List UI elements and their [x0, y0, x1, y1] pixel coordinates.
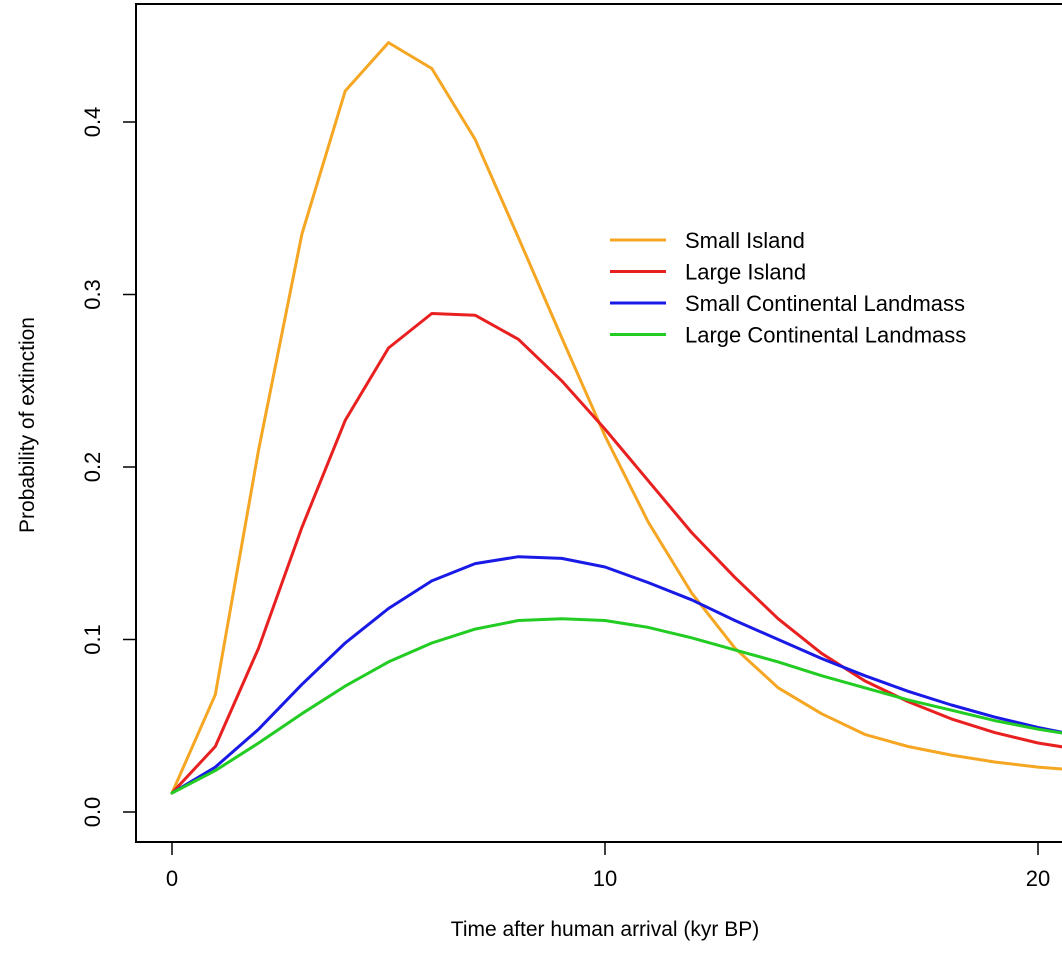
legend-label-0: Small Island — [685, 228, 805, 253]
x-axis: 010203040 — [166, 842, 1050, 891]
x-axis-label: Time after human arrival (kyr BP) — [451, 918, 759, 941]
series-line-0 — [170, 41, 1062, 795]
plot-frame — [135, 3, 1062, 843]
x-tick-label: 0 — [166, 866, 178, 891]
y-tick-label: 0.0 — [80, 797, 105, 828]
legend-label-1: Large Island — [685, 260, 806, 285]
legend-label-2: Small Continental Landmass — [685, 291, 965, 316]
y-tick-label: 0.1 — [80, 624, 105, 655]
series-lines — [170, 41, 1062, 795]
series-line-1 — [170, 312, 1062, 795]
y-tick-label: 0.2 — [80, 452, 105, 483]
legend-label-3: Large Continental Landmass — [685, 323, 966, 348]
y-axis-label: Probability of extinction — [16, 317, 39, 533]
legend: Small Island Large Island Small Continenta… — [610, 228, 966, 348]
series-line-3 — [170, 617, 1062, 795]
x-tick-label: 20 — [1026, 866, 1050, 891]
x-tick-label: 10 — [593, 866, 617, 891]
y-tick-label: 0.3 — [80, 279, 105, 310]
series-line-2 — [170, 555, 1062, 795]
y-tick-label: 0.4 — [80, 107, 105, 138]
y-axis: 0.0 0.1 0.2 0.3 0.4 — [80, 107, 136, 828]
